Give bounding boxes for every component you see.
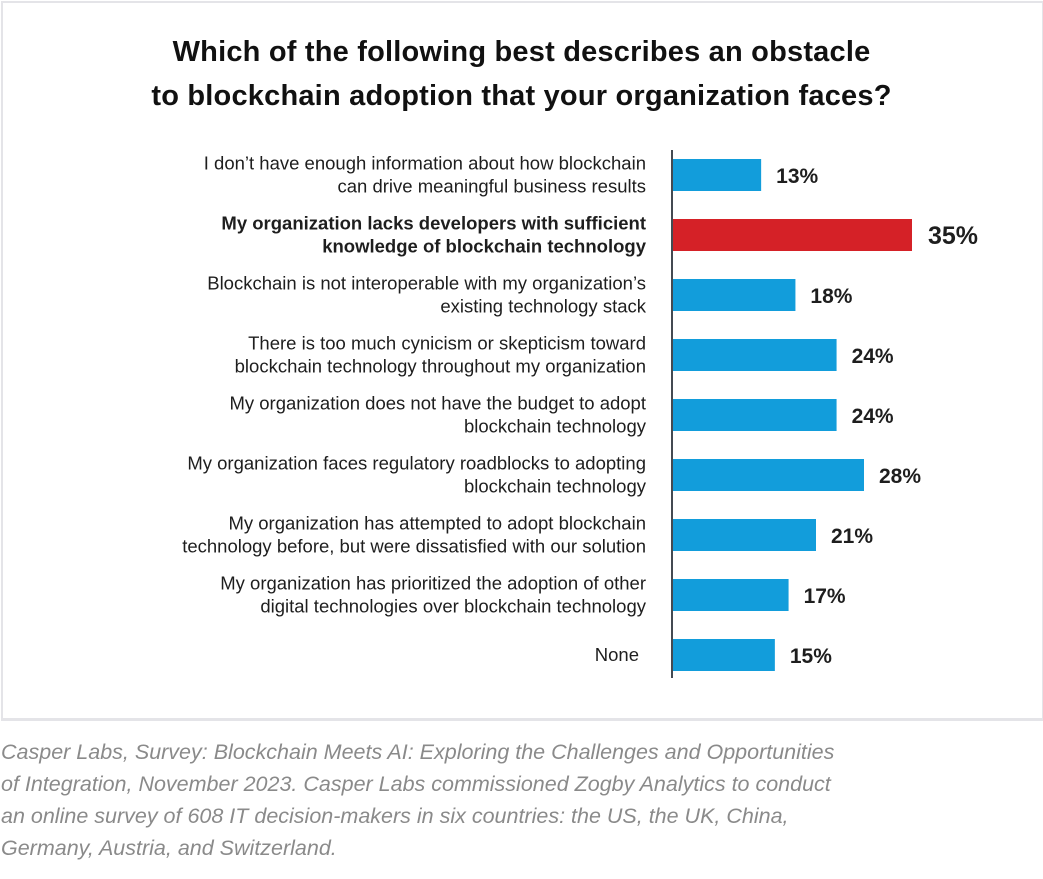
value-label-6: 28% xyxy=(879,465,921,488)
category-label-5: My organization does not have the budget… xyxy=(229,393,646,437)
bar-9 xyxy=(672,639,775,671)
source-line-1: Casper Labs, Survey: Blockchain Meets AI… xyxy=(1,740,835,764)
source-line-4: Germany, Austria, and Switzerland. xyxy=(1,836,337,860)
value-label-4: 24% xyxy=(852,345,894,368)
category-label-line: Blockchain is not interoperable with my … xyxy=(207,273,646,294)
chart-panel xyxy=(1,1,1043,721)
chart-title: Which of the following best describes an… xyxy=(0,30,1043,118)
category-label-line: blockchain technology xyxy=(464,416,647,437)
category-label-line: There is too much cynicism or skepticism… xyxy=(248,333,646,354)
category-label-line: My organization has attempted to adopt b… xyxy=(228,513,646,534)
category-label-line: My organization faces regulatory roadblo… xyxy=(187,453,646,474)
category-label-line: knowledge of blockchain technology xyxy=(322,236,646,257)
bar-7 xyxy=(672,519,816,551)
value-label-9: 15% xyxy=(790,645,832,668)
value-label-1: 13% xyxy=(776,165,818,188)
chart-title-line-1: Which of the following best describes an… xyxy=(172,36,871,68)
bar-8 xyxy=(672,579,789,611)
category-label-8: My organization has prioritized the adop… xyxy=(220,573,647,617)
source-note: Casper Labs, Survey: Blockchain Meets AI… xyxy=(1,736,1041,864)
bar-4 xyxy=(672,339,837,371)
category-label-line: existing technology stack xyxy=(440,296,646,317)
category-label-line: digital technologies over blockchain tec… xyxy=(260,596,646,617)
category-label-line: can drive meaningful business results xyxy=(338,176,647,197)
category-label-line: None xyxy=(595,644,639,665)
category-label-9: None xyxy=(595,644,639,665)
category-label-line: blockchain technology throughout my orga… xyxy=(235,356,646,377)
category-label-4: There is too much cynicism or skepticism… xyxy=(235,333,646,377)
value-label-5: 24% xyxy=(852,405,894,428)
category-label-3: Blockchain is not interoperable with my … xyxy=(207,273,647,317)
chart-title-line-2: to blockchain adoption that your organiz… xyxy=(151,80,892,112)
bar-6 xyxy=(672,459,864,491)
value-label-7: 21% xyxy=(831,525,873,548)
bar-3 xyxy=(672,279,796,311)
category-label-line: blockchain technology xyxy=(464,476,647,497)
bar-2 xyxy=(672,219,912,251)
value-label-2: 35% xyxy=(928,222,978,250)
category-label-2: My organization lacks developers with su… xyxy=(221,213,646,257)
category-label-line: My organization has prioritized the adop… xyxy=(220,573,646,594)
source-line-2: of Integration, November 2023. Casper La… xyxy=(1,772,831,796)
category-label-line: I don’t have enough information about ho… xyxy=(204,153,646,174)
source-line-3: an online survey of 608 IT decision-make… xyxy=(1,804,789,828)
category-label-line: My organization lacks developers with su… xyxy=(221,213,646,234)
category-label-1: I don’t have enough information about ho… xyxy=(204,153,646,197)
category-label-7: My organization has attempted to adopt b… xyxy=(182,513,646,557)
value-label-8: 17% xyxy=(804,585,846,608)
value-label-3: 18% xyxy=(810,285,852,308)
category-label-line: technology before, but were dissatisfied… xyxy=(182,536,646,557)
bar-chart: 13% I don’t have enough information about… xyxy=(182,150,978,678)
category-label-line: My organization does not have the budget… xyxy=(229,393,646,414)
bar-5 xyxy=(672,399,837,431)
category-label-6: My organization faces regulatory roadblo… xyxy=(187,453,646,497)
bar-1 xyxy=(672,159,762,191)
